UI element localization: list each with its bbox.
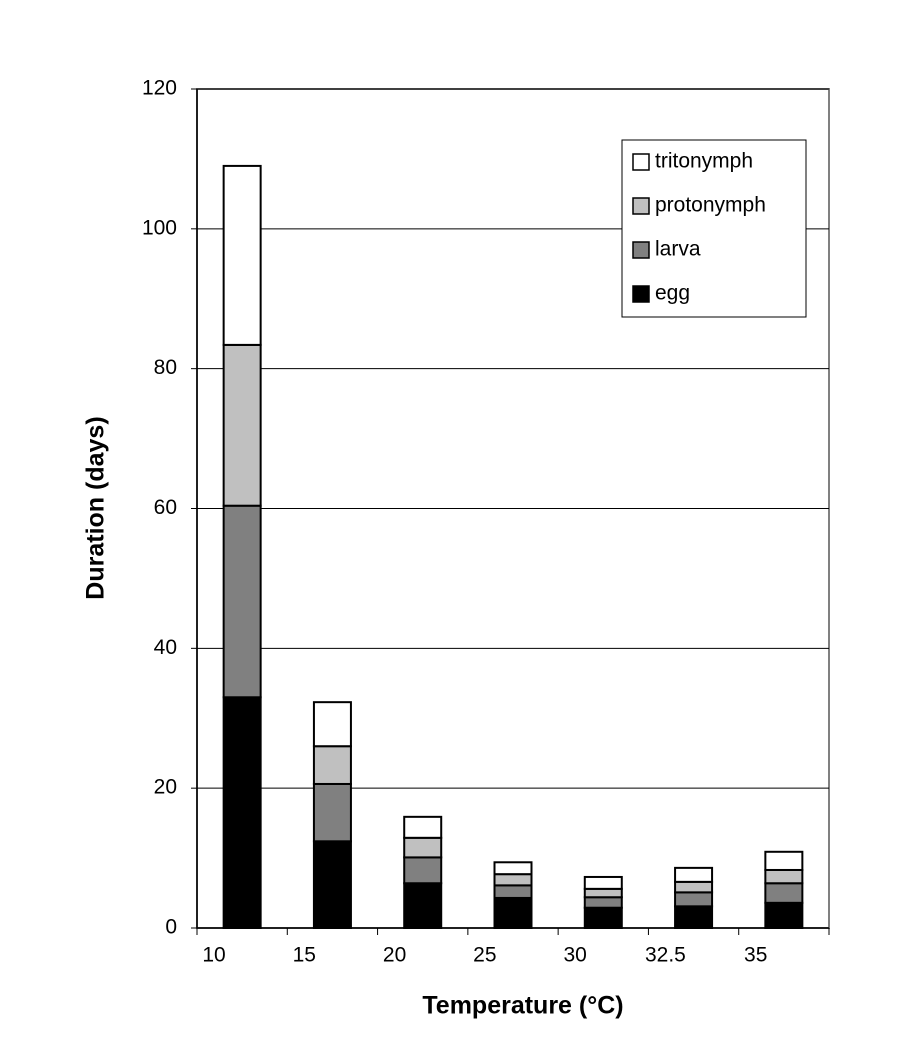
legend-label: tritonymph (655, 150, 753, 173)
bar-segment (222, 696, 262, 930)
legend-swatch (632, 285, 650, 303)
x-axis-title: Temperature (°C) (422, 992, 623, 1020)
bar-segment (764, 868, 804, 885)
y-tick-label: 80 (154, 356, 177, 379)
legend-label: egg (655, 282, 690, 305)
y-tick-label: 60 (154, 496, 177, 519)
bar-segment (764, 882, 804, 904)
y-tick-label: 40 (154, 636, 177, 659)
legend-swatch (632, 197, 650, 215)
bar-segment (222, 164, 262, 346)
bar-segment (583, 906, 623, 930)
bar-segment (674, 880, 714, 894)
x-tick-label: 20 (383, 944, 406, 967)
bar-segment (674, 891, 714, 908)
bar-segment (493, 873, 533, 887)
legend-swatch (632, 153, 650, 171)
legend-label: larva (655, 238, 701, 261)
y-axis-title: Duration (days) (82, 416, 110, 599)
y-tick-label: 0 (165, 916, 177, 939)
x-tick-label: 25 (473, 944, 496, 967)
legend-label: protonymph (655, 194, 766, 217)
bar-segment (312, 840, 352, 930)
y-tick-label: 100 (142, 216, 177, 239)
legend-box (621, 139, 807, 318)
bar-segment (312, 782, 352, 843)
x-tick-label: 15 (293, 944, 316, 967)
bar-segment (312, 701, 352, 748)
bar-segment (583, 875, 623, 890)
x-tick-label: 10 (202, 944, 225, 967)
bar-segment (312, 745, 352, 785)
bar-segment (403, 882, 443, 930)
legend-swatch (632, 241, 650, 259)
bar-segment (764, 901, 804, 930)
bar-segment (403, 815, 443, 839)
bar-segment (403, 836, 443, 859)
bar-segment (583, 896, 623, 909)
bar-segment (583, 887, 623, 899)
x-tick-label: 30 (563, 944, 586, 967)
bar-segment (674, 866, 714, 883)
bar-segment (493, 884, 533, 899)
bar-segment (222, 504, 262, 699)
bar-segment (493, 896, 533, 930)
bar-segment (764, 850, 804, 871)
y-tick-label: 20 (154, 776, 177, 799)
bar-segment (493, 861, 533, 876)
y-tick-label: 120 (142, 77, 177, 100)
bar-segment (222, 343, 262, 507)
bar-segment (674, 905, 714, 929)
x-tick-label: 35 (744, 944, 767, 967)
bar-segment (403, 856, 443, 885)
x-tick-label: 32.5 (645, 944, 686, 967)
